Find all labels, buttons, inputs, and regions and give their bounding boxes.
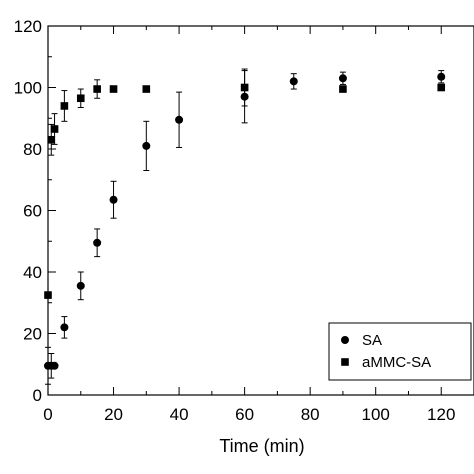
sa-point [175,115,184,124]
sa-point [93,238,102,247]
legend-marker-square [341,358,349,366]
ammc-sa-point [437,83,446,92]
x-tick-label: 60 [235,405,254,424]
x-tick-label: 0 [43,405,52,424]
sa-point [76,281,85,290]
x-tick-label: 80 [301,405,320,424]
x-tick-label: 40 [170,405,189,424]
ammc-sa-point [109,85,118,93]
sa-point [437,72,446,81]
sa-point [142,141,151,150]
sa-point [60,323,69,332]
ammc-sa-point [44,291,52,299]
y-tick-label: 120 [14,17,42,36]
ammc-sa-point [47,135,56,144]
ammc-sa-point [93,85,101,93]
x-tick-label: 20 [104,405,123,424]
y-tick-label: 0 [33,386,42,405]
x-axis-title: Time (min) [219,436,304,456]
ammc-sa-point [339,85,347,93]
sa-point [289,77,298,86]
sa-point [50,361,59,370]
y-tick-label: 20 [23,325,42,344]
y-tick-label: 60 [23,202,42,221]
y-tick-label: 40 [23,263,42,282]
axis-ticks: 0 20 40 60 80 100 120 0 20 40 60 80 100 120 [14,17,474,424]
y-tick-label: 100 [14,79,42,98]
legend-marker-circle [341,336,349,344]
x-tick-label: 100 [362,405,390,424]
legend-box [328,322,472,381]
legend-label: SA [362,332,382,349]
ammc-sa-point [142,85,151,93]
data-markers [44,72,446,370]
ammc-sa-point [76,94,85,103]
legend-label: aMMC-SA [362,354,431,371]
sa-point [338,74,347,83]
ammc-sa-point [240,83,249,92]
x-tick-label: 120 [427,405,455,424]
sa-point [109,195,118,204]
y-tick-label: 80 [23,140,42,159]
sa-point [240,92,249,101]
ammc-sa-point [60,102,69,110]
legend: SA aMMC-SA [328,322,472,381]
ammc-sa-point [50,125,59,133]
